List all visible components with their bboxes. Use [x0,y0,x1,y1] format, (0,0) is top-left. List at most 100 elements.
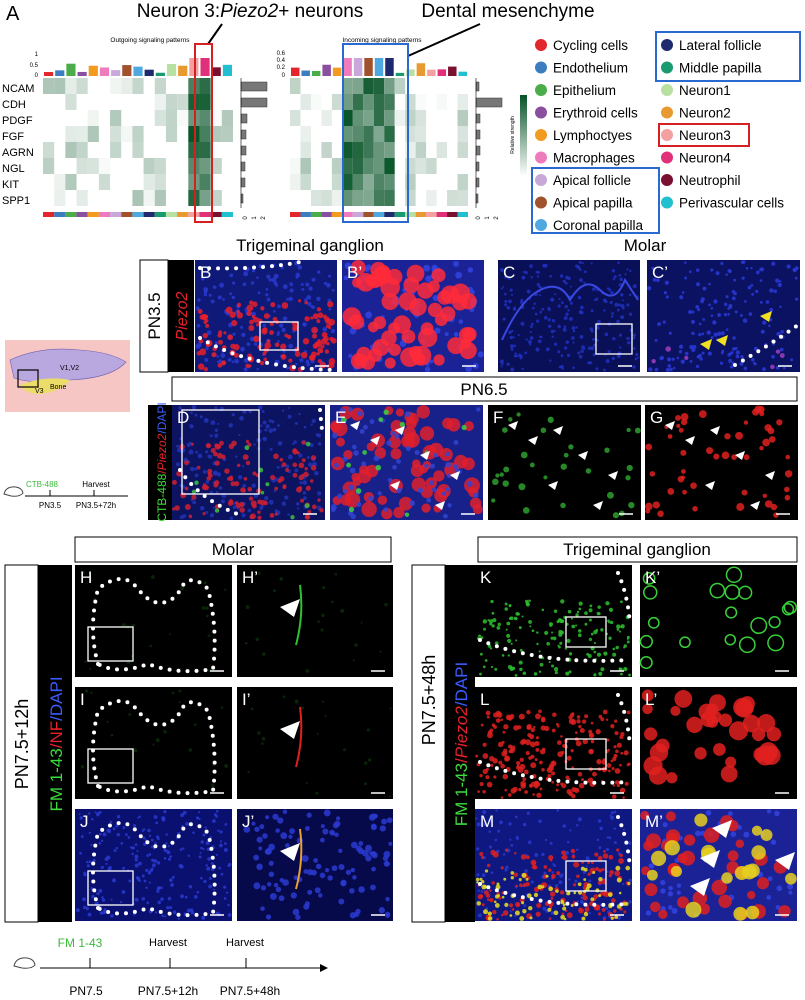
cell [152,743,155,746]
cell [610,815,615,820]
cell [134,858,138,862]
cell [483,822,487,827]
cell [243,358,249,363]
legend-label: Cycling cells [553,38,628,53]
cell [769,288,774,293]
cell [783,366,786,370]
cell [620,315,625,320]
cell [479,894,484,898]
cell [362,450,367,455]
heat-cell [132,126,144,142]
cell [284,843,290,848]
heat-cell [363,190,374,206]
cell [480,879,485,884]
cell [515,639,518,642]
cell [236,310,240,314]
cell [560,354,564,358]
cell [491,611,495,615]
cell [751,845,766,860]
cell [204,826,207,829]
mouse-icon [3,486,24,497]
cell [492,478,499,486]
heat-cell [352,78,364,94]
cell [110,914,114,918]
cell [196,351,202,356]
cell [557,644,560,647]
cell [250,707,254,711]
mouse-icon [13,957,36,969]
cell [201,277,205,281]
cell [509,910,512,913]
heat-cell [342,158,353,174]
cell [657,322,661,326]
cell [290,892,297,899]
cell [505,628,508,631]
cell [601,878,607,885]
panel-label: H [80,568,92,587]
cell [557,324,561,329]
cell [522,671,527,676]
cell [453,463,459,470]
colorbar [520,99,527,101]
cell [642,572,656,585]
cell [747,285,752,290]
cell [251,483,256,488]
cell [386,440,392,446]
cell [358,841,364,846]
cell [539,310,543,314]
cell [639,656,653,670]
cell [322,326,328,332]
cell [671,357,675,361]
cell [745,266,749,270]
title-part: + neurons [278,1,363,22]
cell [508,617,512,620]
inset-box [595,323,633,355]
heat-cell [143,190,155,206]
cell [627,841,632,845]
cell [555,788,559,792]
cell [157,837,160,841]
cell [551,780,555,784]
legend-label: Apical follicle [553,173,631,188]
heat-cell [331,158,343,174]
cell-type-strip [165,212,178,217]
cell [735,350,741,355]
cell [751,825,763,836]
cell [559,641,563,645]
cell [209,513,215,518]
micrograph: C’ [647,260,800,372]
cell [155,821,159,825]
cell [205,510,209,514]
cell [508,299,512,304]
cell [319,508,324,513]
cell [357,848,365,855]
cell [265,482,270,487]
cell [191,489,197,494]
cell [220,499,226,504]
cell [262,327,267,333]
cell [574,787,580,793]
colorbar [520,151,527,153]
cell [240,325,244,329]
cell [520,451,528,459]
cell [573,861,580,868]
cell [601,908,606,912]
cell [530,754,535,759]
heat-cell [384,174,395,190]
cell [541,852,545,857]
cell [322,585,326,590]
cell [741,276,745,280]
cell [440,306,456,322]
cell [698,332,702,337]
cell [98,832,102,836]
cell [277,331,280,334]
cell [550,897,554,900]
cell [575,264,578,268]
cell [584,611,588,615]
legend-label: Perivascular cells [679,196,784,211]
stain-part: FM 1-43 [47,748,66,811]
legend-marker [661,61,673,74]
cell [388,795,391,798]
cell [167,857,171,861]
cell [515,884,518,888]
